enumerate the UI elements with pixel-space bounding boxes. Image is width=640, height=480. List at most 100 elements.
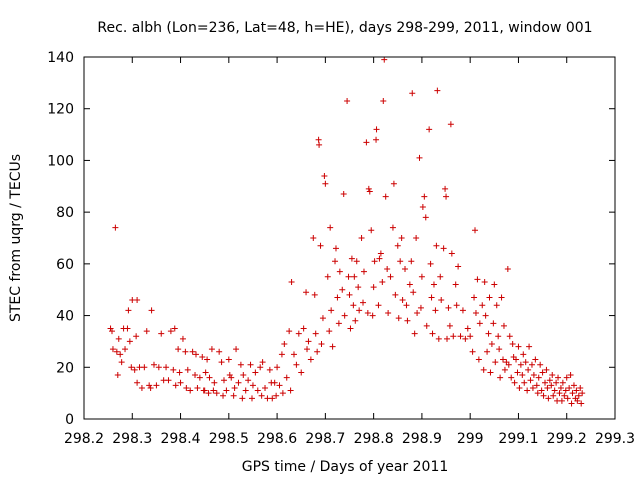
data-point bbox=[194, 384, 201, 391]
x-tick-label: 298.3 bbox=[112, 431, 152, 447]
data-point bbox=[322, 180, 329, 187]
data-point bbox=[125, 307, 132, 314]
data-point bbox=[332, 258, 339, 265]
y-tick-label: 0 bbox=[65, 412, 74, 428]
data-point bbox=[575, 392, 582, 399]
data-point bbox=[514, 369, 521, 376]
data-point bbox=[402, 266, 409, 273]
data-point bbox=[350, 302, 357, 309]
data-point bbox=[398, 235, 405, 241]
data-point bbox=[452, 281, 459, 288]
data-point bbox=[544, 384, 551, 391]
data-point bbox=[528, 361, 535, 368]
data-point bbox=[437, 273, 444, 280]
data-point bbox=[570, 382, 577, 389]
data-point bbox=[108, 328, 115, 335]
data-point bbox=[293, 361, 300, 368]
data-point bbox=[392, 291, 399, 298]
y-tick-label: 40 bbox=[56, 309, 74, 325]
data-point bbox=[147, 384, 154, 391]
data-point bbox=[317, 242, 324, 249]
data-point bbox=[300, 325, 307, 332]
data-point bbox=[459, 307, 466, 314]
data-point bbox=[429, 330, 436, 337]
data-point bbox=[167, 328, 174, 335]
data-point bbox=[453, 302, 460, 309]
data-point bbox=[577, 384, 584, 391]
data-point bbox=[440, 245, 447, 252]
data-point bbox=[495, 333, 502, 340]
data-point bbox=[520, 351, 527, 358]
data-point bbox=[220, 392, 227, 399]
data-point bbox=[563, 374, 570, 381]
x-tick-label: 298.4 bbox=[160, 431, 200, 447]
data-point bbox=[455, 263, 462, 270]
data-point bbox=[205, 390, 212, 397]
data-point bbox=[482, 312, 489, 319]
data-point bbox=[421, 193, 428, 200]
data-point bbox=[474, 276, 481, 283]
data-point bbox=[155, 364, 162, 371]
data-point bbox=[248, 395, 255, 402]
data-point bbox=[500, 356, 507, 363]
data-point bbox=[513, 356, 520, 363]
data-point bbox=[170, 366, 177, 373]
data-point bbox=[172, 382, 179, 389]
data-point bbox=[352, 317, 359, 324]
data-point bbox=[428, 294, 435, 301]
data-point bbox=[230, 392, 237, 399]
data-point bbox=[472, 227, 479, 234]
data-point bbox=[329, 343, 336, 350]
data-point bbox=[377, 250, 384, 257]
data-point bbox=[462, 335, 469, 342]
data-point bbox=[208, 346, 215, 353]
x-tick-label: 299.1 bbox=[498, 431, 538, 447]
data-point bbox=[196, 374, 203, 381]
data-point bbox=[373, 126, 380, 133]
data-point bbox=[327, 224, 334, 231]
data-point bbox=[242, 387, 249, 394]
data-point bbox=[324, 273, 331, 280]
data-point bbox=[258, 392, 265, 399]
data-point bbox=[334, 294, 341, 301]
data-point bbox=[335, 320, 342, 327]
data-point bbox=[307, 356, 314, 363]
data-point bbox=[579, 390, 586, 397]
data-point bbox=[448, 250, 455, 257]
data-point bbox=[446, 322, 453, 329]
data-point bbox=[192, 372, 199, 379]
data-point bbox=[384, 266, 391, 273]
data-point bbox=[262, 384, 269, 391]
data-point bbox=[519, 372, 526, 379]
data-point bbox=[165, 377, 172, 384]
data-point bbox=[387, 273, 394, 280]
data-point bbox=[204, 356, 211, 363]
data-point bbox=[118, 359, 125, 366]
data-point bbox=[390, 180, 397, 187]
data-point bbox=[122, 346, 129, 353]
data-point bbox=[479, 302, 486, 309]
data-point bbox=[326, 328, 333, 335]
data-point bbox=[385, 309, 392, 316]
data-point bbox=[525, 366, 532, 373]
data-point bbox=[564, 395, 571, 402]
data-point bbox=[442, 185, 449, 192]
data-point bbox=[368, 227, 375, 234]
data-point bbox=[321, 172, 328, 179]
data-point bbox=[423, 322, 430, 329]
data-point bbox=[435, 335, 442, 342]
data-point bbox=[517, 361, 524, 368]
data-point bbox=[347, 325, 354, 332]
data-point bbox=[355, 284, 362, 291]
data-point bbox=[511, 379, 518, 386]
data-point bbox=[175, 346, 182, 353]
data-point bbox=[408, 258, 415, 265]
data-point bbox=[399, 297, 406, 304]
data-point bbox=[150, 361, 157, 368]
plot-frame bbox=[83, 56, 616, 420]
data-point bbox=[218, 359, 225, 366]
data-point bbox=[411, 330, 418, 337]
data-point bbox=[115, 335, 122, 342]
data-point bbox=[240, 372, 247, 379]
x-tick-label: 298.6 bbox=[257, 431, 297, 447]
